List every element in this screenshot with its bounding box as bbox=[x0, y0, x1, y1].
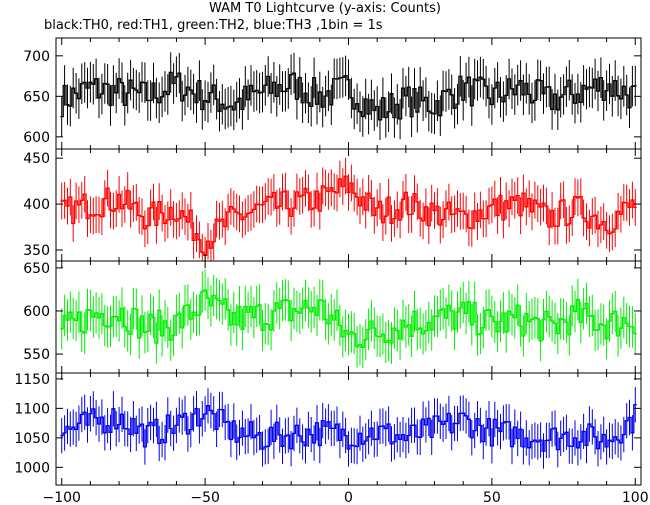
panel-th0: 600 650 700 bbox=[23, 37, 642, 150]
panel-th2: 550 600 650 bbox=[23, 260, 642, 374]
series-th1 bbox=[60, 175, 637, 256]
series-th3 bbox=[60, 404, 637, 452]
y-tick-label: 1150 bbox=[14, 372, 50, 388]
y-tick-label: 650 bbox=[23, 261, 50, 277]
y-tick-label: 550 bbox=[23, 347, 50, 363]
error-bars-th2 bbox=[61, 269, 636, 368]
y-tick-label: 600 bbox=[23, 304, 50, 320]
y-tick-label: 350 bbox=[23, 243, 50, 259]
series-th2 bbox=[60, 289, 637, 348]
y-tick-label: 700 bbox=[23, 49, 50, 65]
x-tick-label: −50 bbox=[190, 490, 220, 505]
y-tick-label: 400 bbox=[23, 197, 50, 213]
chart-subtitle: black:TH0, red:TH1, green:TH2, blue:TH3 … bbox=[44, 18, 383, 33]
chart-title: WAM T0 Lightcurve (y-axis: Counts) bbox=[209, 1, 441, 16]
panel-th1: 350 400 450 bbox=[23, 148, 642, 262]
y-tick-label: 1000 bbox=[14, 460, 50, 476]
y-tick-label: 1100 bbox=[14, 401, 50, 417]
y-tick-label: 1050 bbox=[14, 431, 50, 447]
y-tick-label: 450 bbox=[23, 151, 50, 167]
x-tick-label: 0 bbox=[344, 490, 353, 505]
y-tick-label: 600 bbox=[23, 130, 50, 146]
panel-th3: 1000 1050 1100 1150 bbox=[14, 372, 642, 486]
error-bars-th0 bbox=[61, 52, 636, 141]
error-bars-th3 bbox=[61, 387, 636, 469]
series-th0 bbox=[60, 71, 637, 121]
y-tick-label: 650 bbox=[23, 89, 50, 105]
x-tick-label: 100 bbox=[622, 490, 649, 505]
x-tick-label: −100 bbox=[43, 490, 81, 505]
x-tick-label: 50 bbox=[483, 490, 501, 505]
